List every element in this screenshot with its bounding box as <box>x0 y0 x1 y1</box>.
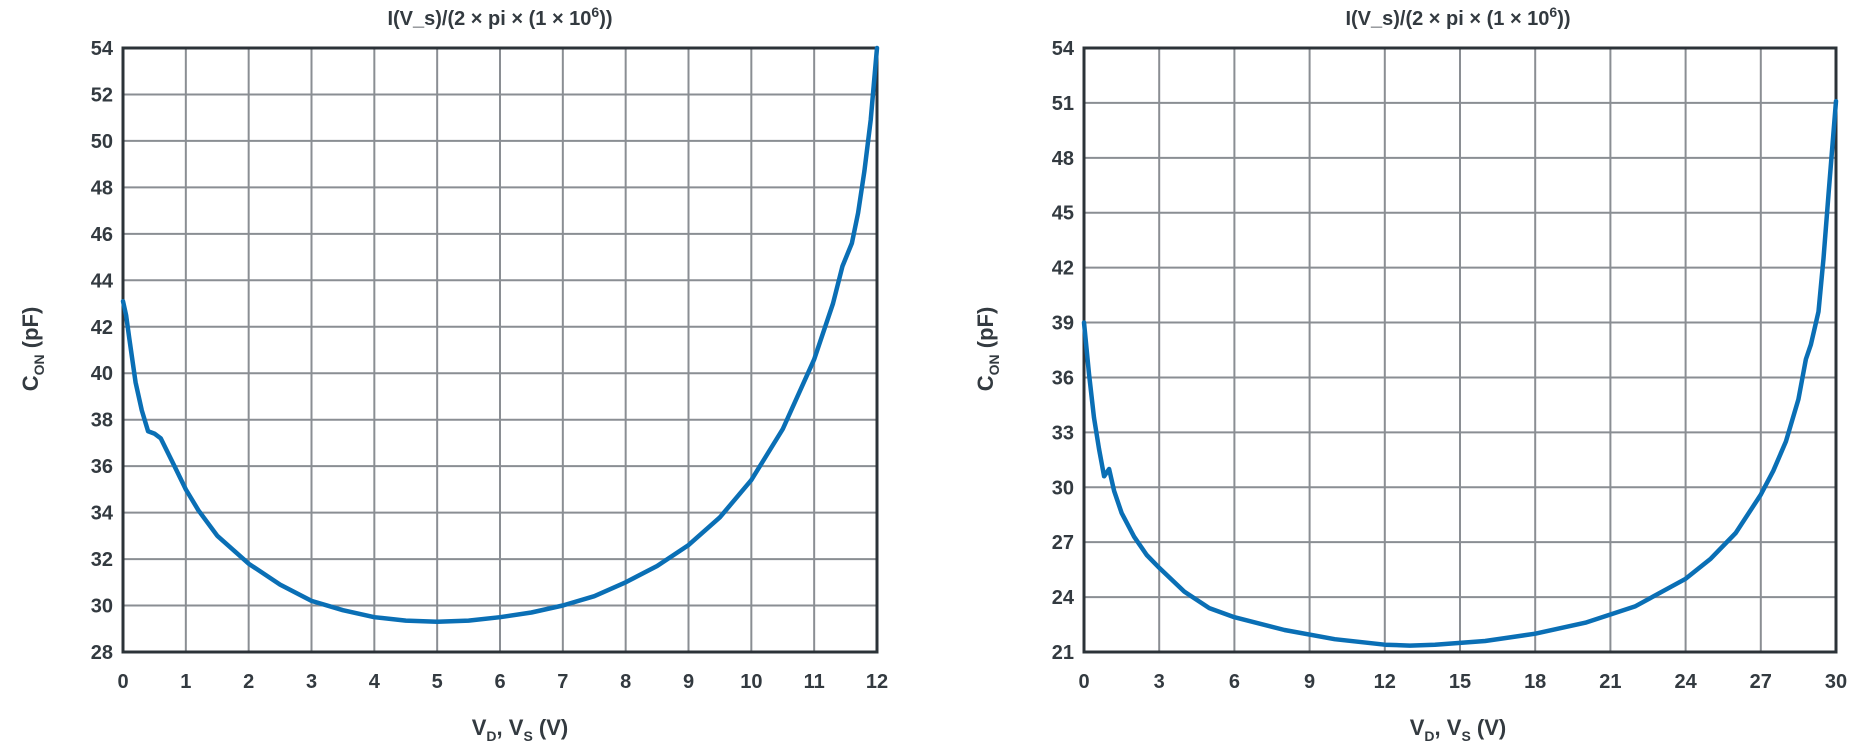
right-chart: I(V_s)/(2 × pi × (1 × 106)) 0 3 6 9 12 15 18 21… <box>973 4 1847 744</box>
right-y-tick-label: 45 <box>1052 203 1074 225</box>
right-y-tick-label: 33 <box>1052 422 1074 444</box>
left-x-tick-label: 10 <box>740 671 762 693</box>
left-plot-frame <box>121 46 879 654</box>
right-y-axis-label: CON (pF) <box>973 307 1002 392</box>
left-x-tick-label: 7 <box>557 671 568 693</box>
left-x-tick-label: 12 <box>866 671 888 693</box>
left-y-tick-label: 32 <box>91 549 113 571</box>
left-y-tick-label: 34 <box>91 503 114 525</box>
left-series-line <box>120 45 880 625</box>
left-x-axis-label: VD, VS (V) <box>472 715 569 744</box>
left-x-tick-label: 3 <box>306 671 317 693</box>
left-x-tick-label: 5 <box>432 671 443 693</box>
right-x-tick-label: 9 <box>1304 671 1315 693</box>
left-y-tick-label: 46 <box>91 224 113 246</box>
right-series-line <box>1081 98 1839 648</box>
left-x-tick-label: 1 <box>180 671 191 693</box>
right-x-axis-label: VD, VS (V) <box>1410 715 1507 744</box>
left-x-tick-label: 0 <box>117 671 128 693</box>
right-y-tick-label: 27 <box>1052 532 1074 554</box>
right-x-tick-label: 30 <box>1825 671 1847 693</box>
right-y-tick-label: 36 <box>1052 367 1074 389</box>
left-y-tick-label: 48 <box>91 177 113 199</box>
left-x-tick-label: 8 <box>620 671 631 693</box>
left-y-tick-label: 36 <box>91 456 113 478</box>
left-x-tick-label: 6 <box>494 671 505 693</box>
right-y-tick-label: 54 <box>1052 38 1075 60</box>
left-y-axis-label: CON (pF) <box>18 307 47 392</box>
right-x-tick-label: 21 <box>1599 671 1621 693</box>
left-chart: I(V_s)/(2 × pi × (1 × 106)) 0 1 2 3 4 5 6 7 8 9 10… <box>18 4 888 744</box>
left-y-tick-label: 52 <box>91 84 113 106</box>
right-y-tick-label: 42 <box>1052 258 1074 280</box>
left-y-tick-label: 38 <box>91 410 113 432</box>
left-x-tick-label: 9 <box>683 671 694 693</box>
right-y-tick-label: 48 <box>1052 148 1074 170</box>
left-y-tick-label: 54 <box>91 38 114 60</box>
right-y-tick-label: 24 <box>1052 587 1075 609</box>
right-x-tick-label: 24 <box>1674 671 1697 693</box>
right-plot-frame <box>1082 46 1838 654</box>
left-chart-title: I(V_s)/(2 × pi × (1 × 106)) <box>387 4 612 30</box>
left-y-tick-label: 28 <box>91 642 113 664</box>
right-y-tick-label: 30 <box>1052 477 1074 499</box>
right-x-tick-label: 0 <box>1078 671 1089 693</box>
right-x-tick-label: 18 <box>1524 671 1546 693</box>
right-x-tick-label: 27 <box>1750 671 1772 693</box>
right-x-tick-label: 15 <box>1449 671 1471 693</box>
left-y-tick-label: 42 <box>91 317 113 339</box>
left-y-tick-label: 50 <box>91 131 113 153</box>
left-x-tick-label: 4 <box>369 671 381 693</box>
right-y-tick-label: 21 <box>1052 642 1074 664</box>
right-x-tick-label: 12 <box>1374 671 1396 693</box>
right-y-tick-label: 51 <box>1052 93 1074 115</box>
left-y-tick-label: 44 <box>91 270 114 292</box>
left-y-tick-label: 30 <box>91 596 113 618</box>
left-y-tick-label: 40 <box>91 363 113 385</box>
right-x-tick-label: 6 <box>1229 671 1240 693</box>
right-x-tick-label: 3 <box>1154 671 1165 693</box>
right-chart-title: I(V_s)/(2 × pi × (1 × 106)) <box>1345 4 1570 30</box>
left-x-tick-label: 2 <box>243 671 254 693</box>
left-x-tick-label: 11 <box>804 671 825 693</box>
right-y-tick-label: 39 <box>1052 313 1074 335</box>
